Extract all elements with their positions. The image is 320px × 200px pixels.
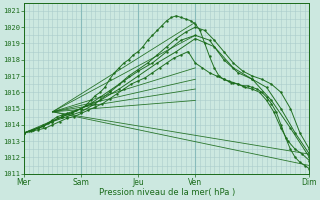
X-axis label: Pression niveau de la mer( hPa ): Pression niveau de la mer( hPa ) bbox=[99, 188, 235, 197]
